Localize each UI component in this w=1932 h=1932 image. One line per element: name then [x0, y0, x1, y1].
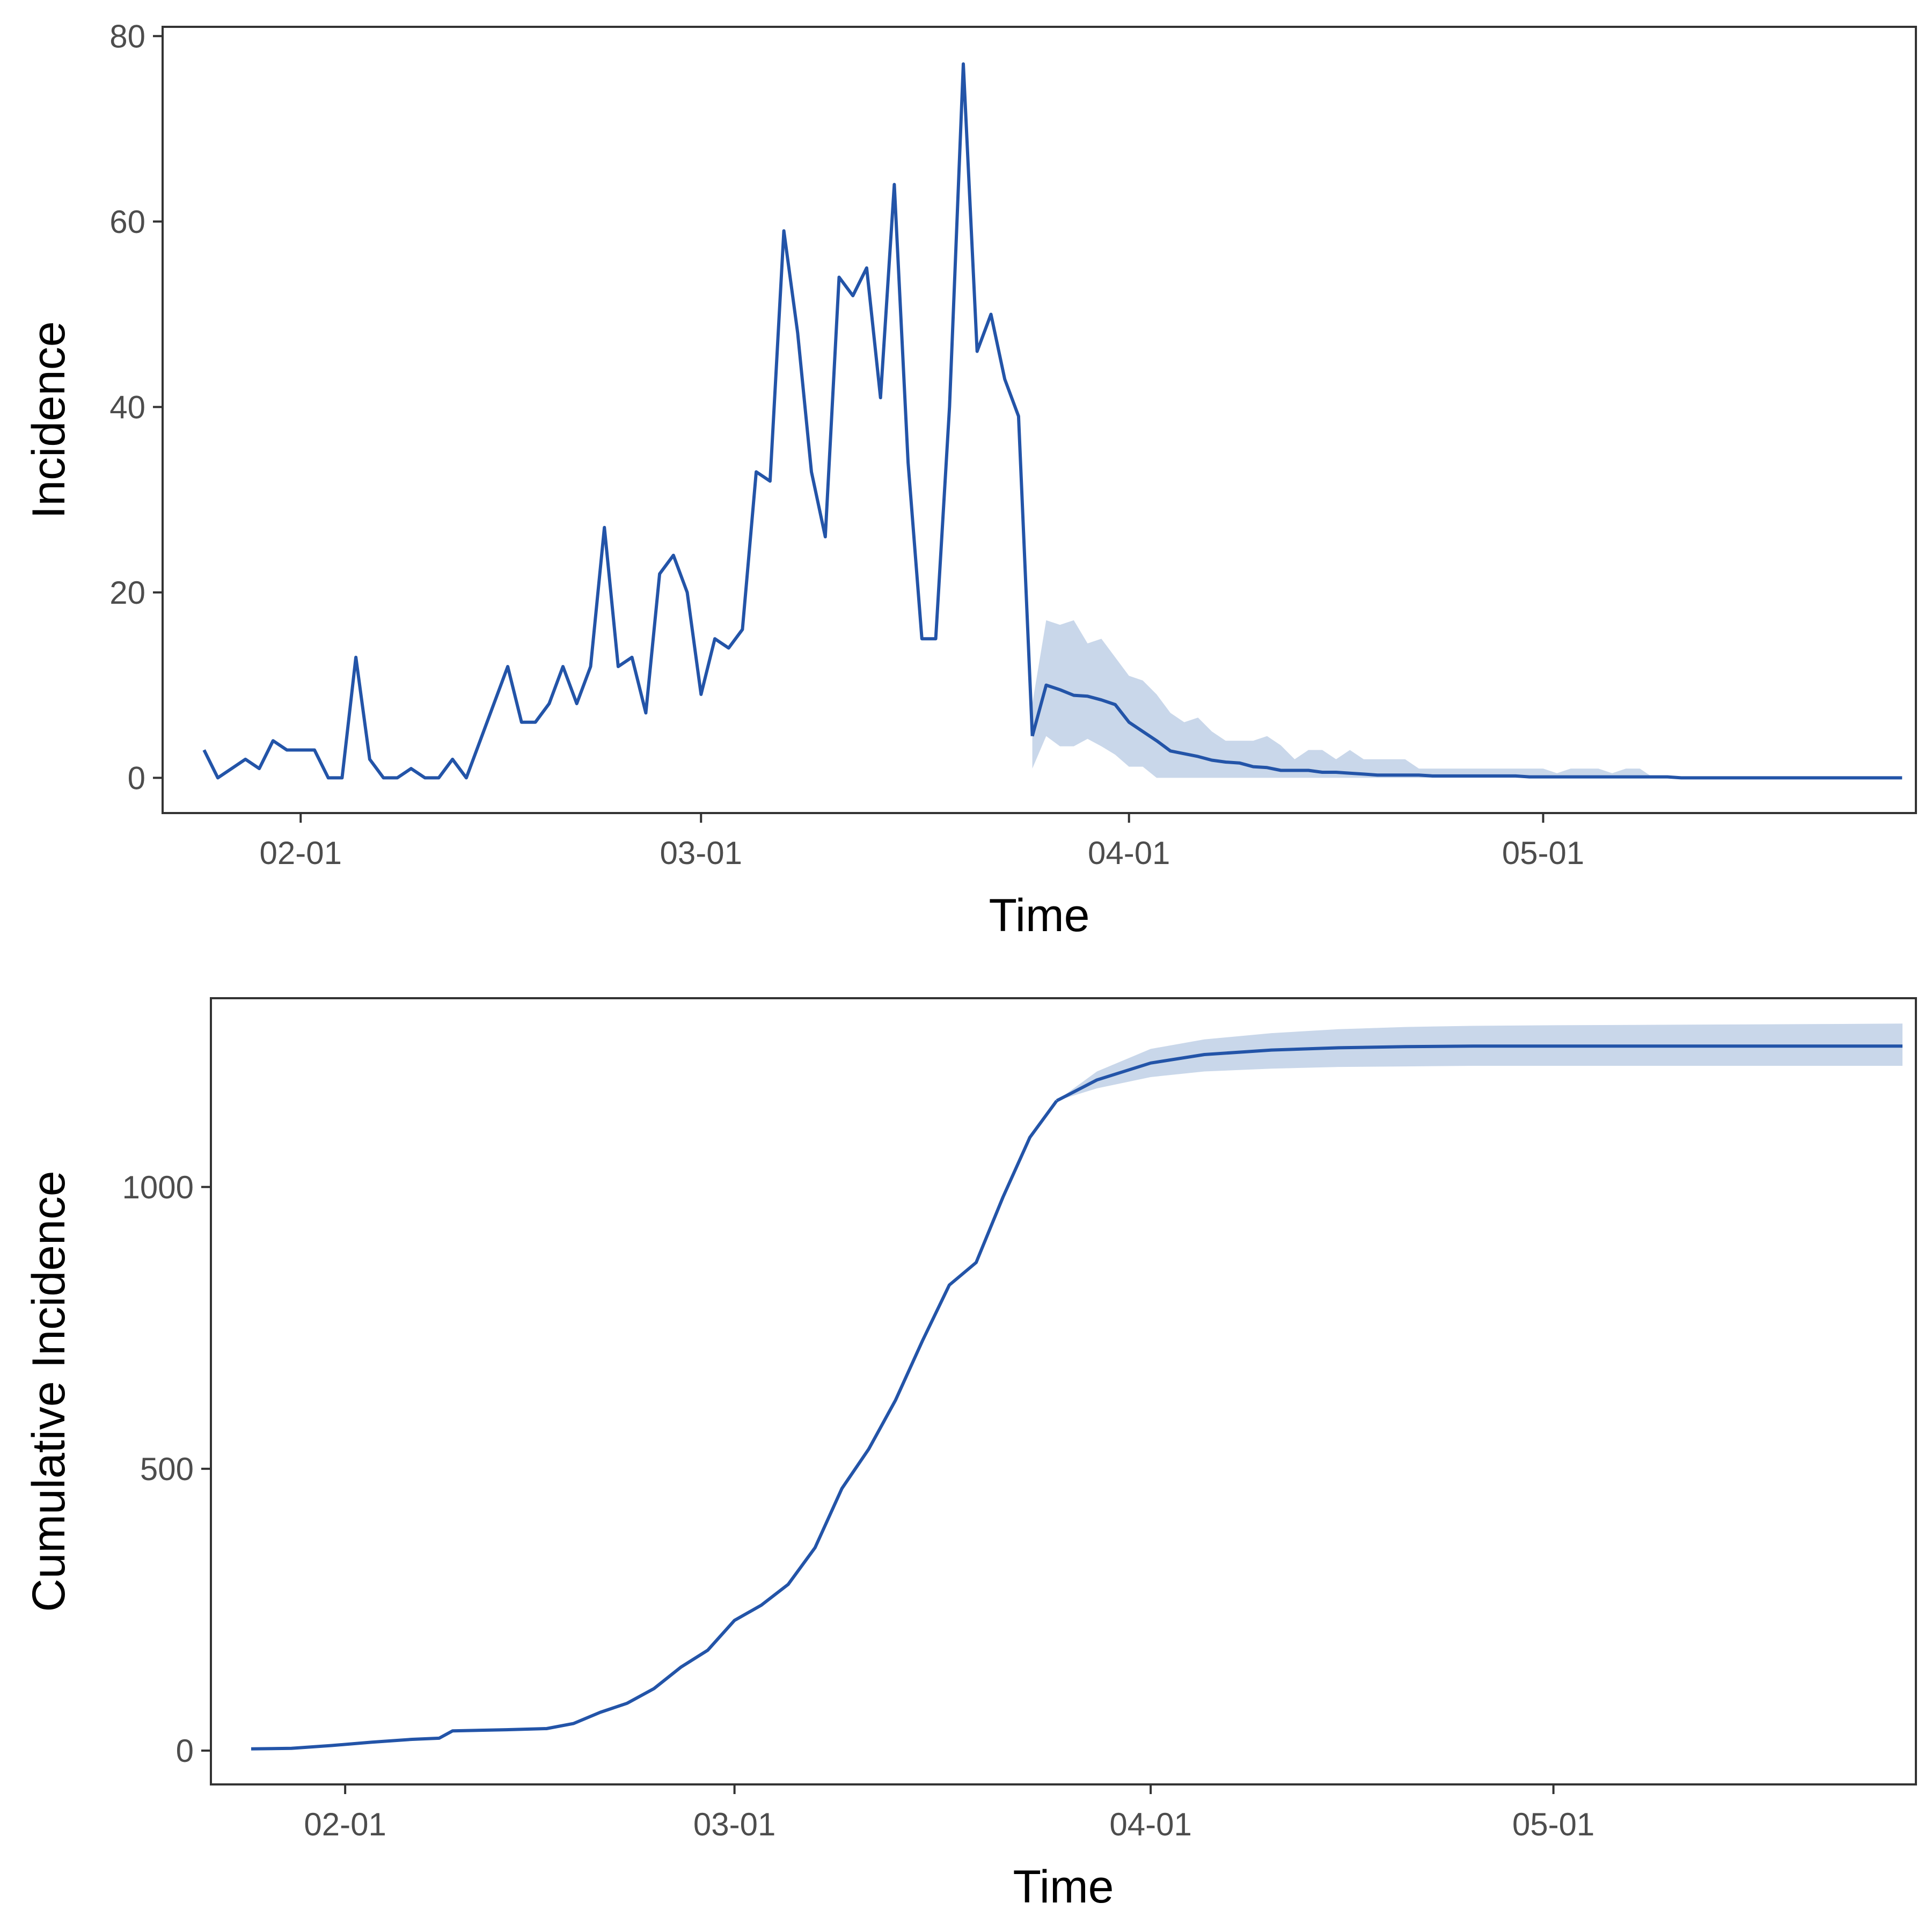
x-tick-label: 02-01 [260, 835, 342, 871]
x-tick-label: 04-01 [1088, 835, 1170, 871]
x-tick-label: 03-01 [693, 1806, 775, 1842]
y-tick-label: 0 [128, 760, 145, 796]
series-line [1030, 683, 1902, 780]
plot-frame [210, 997, 1917, 1785]
x-tick-label: 05-01 [1502, 835, 1584, 871]
x-tick-label: 02-01 [304, 1806, 386, 1842]
y-tick-label: 0 [176, 1733, 194, 1769]
y-tick-label: 1000 [122, 1169, 194, 1205]
x-axis-title: Time [989, 890, 1090, 941]
incidence-panel: 0 20 40 60 80 02-01 03-01 04-01 05-01 Time Inciden… [23, 18, 1917, 941]
cumulative-incidence-panel: 0 500 1000 02-01 03-01 04-01 05-01 Time Cumulati… [23, 997, 1917, 1913]
y-tick-label: 60 [109, 204, 145, 240]
y-axis-title: Incidence [23, 321, 75, 518]
uncertainty-band [1057, 1023, 1902, 1101]
y-tick-label: 500 [140, 1451, 194, 1487]
series-line [202, 62, 1034, 780]
x-axis-title: Time [1013, 1861, 1114, 1913]
series-line [1056, 1044, 1902, 1102]
x-tick-label: 05-01 [1512, 1806, 1594, 1842]
y-axis-title: Cumulative Incidence [23, 1170, 75, 1612]
y-tick-label: 20 [109, 575, 145, 611]
plot-frame [162, 26, 1917, 814]
uncertainty-band [1032, 620, 1902, 778]
y-tick-label: 80 [109, 18, 145, 54]
y-tick-label: 40 [109, 389, 145, 425]
x-tick-label: 04-01 [1109, 1806, 1191, 1842]
series-line [251, 1100, 1058, 1751]
x-tick-label: 03-01 [660, 835, 742, 871]
